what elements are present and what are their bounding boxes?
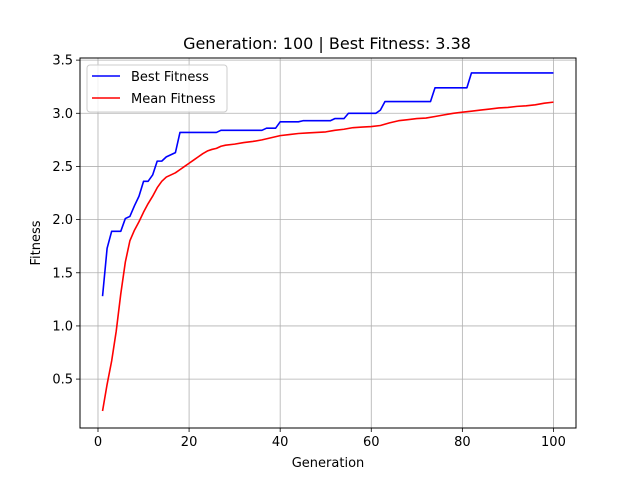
legend: Best Fitness Mean Fitness <box>86 64 228 113</box>
x-tick-label: 100 <box>541 435 566 450</box>
x-tick-label: 80 <box>454 435 471 450</box>
y-axis-label: Fitness <box>29 220 44 265</box>
axis-ticks: 0 20 40 60 80 100 0.5 1.0 1.5 2.0 2.5 3.0 3.5 <box>52 54 566 450</box>
x-tick-label: 20 <box>181 435 198 450</box>
legend-box <box>86 64 228 113</box>
series-lines <box>101 72 554 412</box>
x-axis-label: Generation <box>292 456 365 471</box>
y-tick-label: 2.5 <box>52 160 73 175</box>
y-tick-label: 3.5 <box>52 54 73 69</box>
grid-lines <box>80 58 576 428</box>
y-tick-label: 1.0 <box>52 319 73 334</box>
y-tick-label: 3.0 <box>52 107 73 122</box>
y-tick-label: 2.0 <box>52 213 73 228</box>
y-tick-label: 1.5 <box>52 266 73 281</box>
x-tick-label: 0 <box>94 435 102 450</box>
chart-title: Generation: 100 | Best Fitness: 3.38 <box>183 34 471 53</box>
x-tick-label: 40 <box>272 435 289 450</box>
plot-frame <box>79 57 577 429</box>
series-line-mean-fitness <box>101 101 554 412</box>
legend-label-best-fitness: Best Fitness <box>131 70 209 85</box>
x-tick-label: 60 <box>363 435 380 450</box>
y-tick-label: 0.5 <box>52 373 73 388</box>
legend-label-mean-fitness: Mean Fitness <box>131 92 216 107</box>
series-line-best-fitness <box>101 72 554 297</box>
